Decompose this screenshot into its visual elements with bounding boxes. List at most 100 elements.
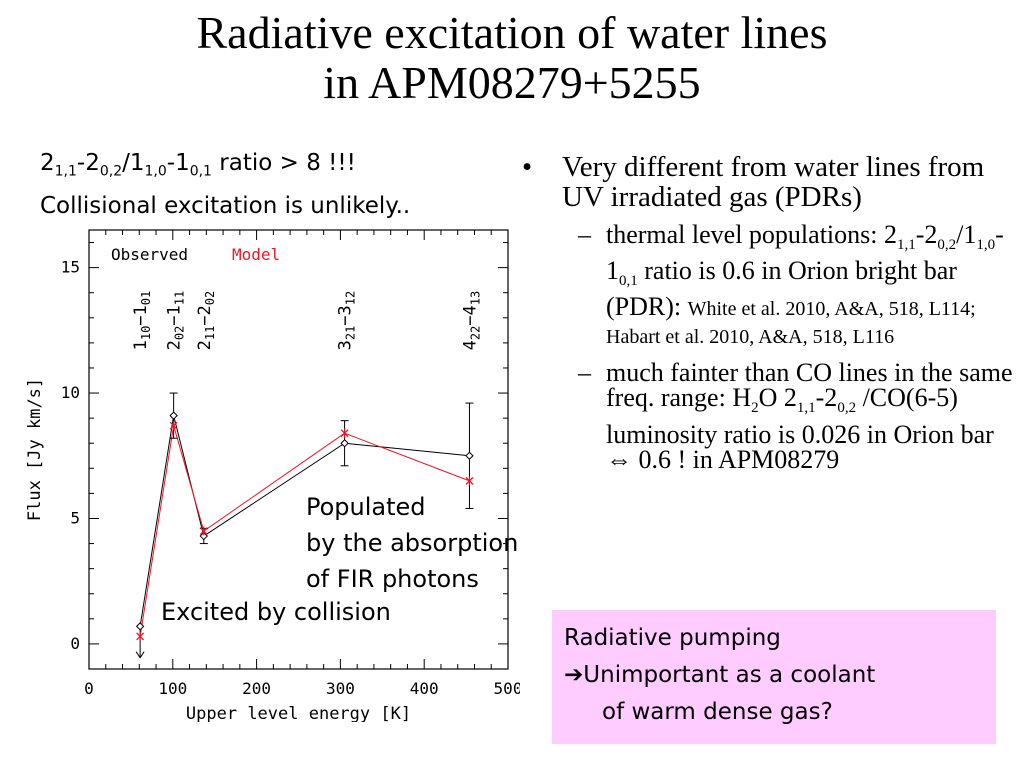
sub-bullet-item: – thermal level populations: 21,1-20,2/1… <box>520 220 1020 350</box>
sub-bullet-text: -1 <box>606 220 1004 286</box>
title-line-2: in APM08279+5255 <box>323 57 701 108</box>
transition-subscript: 02 <box>172 326 186 340</box>
x-tick-label: 400 <box>410 679 439 698</box>
sub-bullet-text: thermal level populations: 2 <box>606 220 897 249</box>
y-tick-label: 5 <box>70 508 80 527</box>
sub-bullet-text: 0.6 ! in APM08279 <box>632 444 840 474</box>
x-axis-label: Upper level energy [K] <box>186 704 411 722</box>
transition-label-text: 422−413 <box>460 291 482 351</box>
observed-point <box>465 451 474 460</box>
y-tick-label: 10 <box>61 383 80 402</box>
model-point <box>199 526 208 536</box>
ratio-subscript: 0,2 <box>99 163 123 180</box>
transition-text: 2 <box>165 340 185 350</box>
title-line-1: Radiative excitation of water lines <box>196 7 828 58</box>
subscript: 0,2 <box>837 400 857 417</box>
transition-text: 4 <box>460 340 480 350</box>
observed-point <box>169 411 178 420</box>
transition-subscript: 11 <box>202 326 216 340</box>
ratio-note: 21,1-20,2/11,0-10,1 ratio > 8 !!! Collis… <box>40 146 410 223</box>
ratio-text: 2 <box>40 150 55 176</box>
ratio-text: -2 <box>76 150 100 176</box>
transition-label-text: 110−101 <box>131 291 153 351</box>
sub-bullet-item: – much fainter than CO lines in the same… <box>520 358 1020 474</box>
transition-subscript: 10 <box>139 326 153 340</box>
sub-bullet-text: ratio is 0.6 in Orion bright bar (PDR): <box>606 256 957 322</box>
subscript: 1,1 <box>897 237 916 254</box>
populated-annotation: Populated by the absorption of FIR photo… <box>306 489 518 597</box>
dash-icon: – <box>578 220 591 249</box>
x-tick-label: 100 <box>158 679 187 698</box>
transition-label: 321−312 <box>336 291 358 351</box>
plot-frame <box>88 229 509 670</box>
collisional-note: Collisional excitation is unlikely.. <box>40 192 411 219</box>
collision-annotation: Excited by collision <box>161 598 391 626</box>
box-heading: Radiative pumping <box>564 625 781 651</box>
right-arrow-icon: ➔ <box>564 662 584 688</box>
subscript: 0,1 <box>619 273 638 290</box>
sub-bullet-text: /1 <box>956 220 977 249</box>
ratio-subscript: 1,1 <box>54 163 77 180</box>
ratio-text: -1 <box>166 150 190 176</box>
subscript: 1,1 <box>796 400 816 417</box>
radiative-pumping-box: Radiative pumping ➔ Unimportant as a coo… <box>552 610 996 744</box>
transition-label: 202−111 <box>165 291 187 351</box>
transition-text: −3 <box>336 305 356 325</box>
box-text: Unimportant as a coolant <box>583 662 876 688</box>
transition-text: 3 <box>336 340 356 350</box>
equivalence-arrow-icon: ⇔ <box>606 444 632 474</box>
transition-subscript: 02 <box>202 291 216 305</box>
transition-text: −4 <box>460 305 480 325</box>
transition-label-text: 211−202 <box>195 291 217 351</box>
transition-label: 211−202 <box>195 291 217 351</box>
annotation-line: by the absorption <box>306 529 519 557</box>
observed-point <box>135 622 145 631</box>
bullet-item: • Very different from water lines from U… <box>520 152 1020 212</box>
upper-limit-arrowhead <box>135 651 145 659</box>
box-line: ➔ Unimportant as a coolant <box>564 657 996 694</box>
ratio-text: ratio > 8 !!! <box>211 150 356 176</box>
dash-icon: – <box>578 358 591 388</box>
ratio-line: 21,1-20,2/11,0-10,1 ratio > 8 !!! <box>40 146 410 189</box>
bullet-icon: • <box>522 151 533 183</box>
sub-bullet-text: -2 <box>915 220 938 249</box>
subscript: 0,2 <box>937 237 957 254</box>
transition-subscript: 11 <box>172 291 186 305</box>
transition-label-text: 321−312 <box>336 291 358 351</box>
transition-text: −1 <box>131 305 151 325</box>
y-axis-label: Flux [Jy km/s] <box>25 378 45 521</box>
x-tick-label: 200 <box>242 679 271 698</box>
model-point <box>136 631 145 641</box>
bullet-list: • Very different from water lines from U… <box>520 152 1020 472</box>
transition-label-text: 202−111 <box>165 291 187 351</box>
subscript: 2 <box>751 400 759 417</box>
bullet-text: Very different from water lines from UV … <box>562 151 985 213</box>
sub-bullet-text: /CO(6-5) luminosity ratio is 0.026 in Or… <box>606 383 994 449</box>
sub-bullet-text: -2 <box>815 383 838 413</box>
transition-subscript: 12 <box>343 291 357 305</box>
annotation-line: Populated <box>306 493 426 521</box>
x-tick-label: 300 <box>326 679 355 698</box>
observed-point <box>199 531 209 541</box>
x-tick-label: 500 <box>494 679 520 698</box>
legend-model: Model <box>232 245 280 264</box>
box-text: of warm dense gas? <box>602 699 833 725</box>
sub-bullet-text: much fainter than CO lines in the same f… <box>606 358 1013 413</box>
slide-title: Radiative excitation of water lines in A… <box>0 8 1024 108</box>
transition-text: 2 <box>195 340 215 350</box>
y-tick-label: 15 <box>61 258 80 277</box>
annotation-line: of FIR photons <box>306 565 479 593</box>
x-tick-label: 0 <box>84 679 94 698</box>
y-tick-label: 0 <box>70 634 80 653</box>
transition-text: 1 <box>131 340 151 350</box>
ratio-subscript: 0,1 <box>189 163 212 180</box>
ratio-subscript: 1,0 <box>144 163 167 180</box>
model-point <box>465 476 474 486</box>
transition-subscript: 01 <box>139 291 153 305</box>
transition-label: 110−101 <box>131 291 153 351</box>
flux-chart: 0 100 200 300 400 500 0 5 10 15 Upper level energy… <box>25 229 520 722</box>
transition-text: −1 <box>165 305 185 325</box>
transition-subscript: 21 <box>343 326 357 340</box>
legend-observed: Observed <box>111 245 188 264</box>
transition-subscript: 13 <box>468 291 482 305</box>
